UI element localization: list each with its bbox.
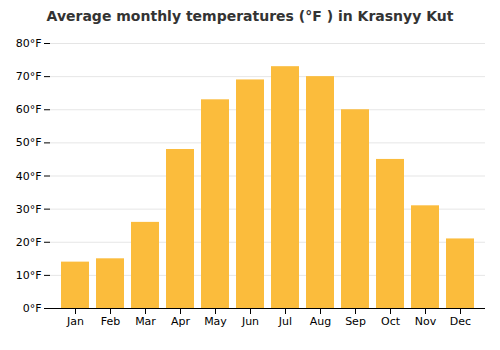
svg-text:Dec: Dec <box>450 315 471 328</box>
svg-text:60°F: 60°F <box>16 103 42 116</box>
svg-text:Apr: Apr <box>171 315 191 328</box>
svg-text:40°F: 40°F <box>16 170 42 183</box>
svg-text:30°F: 30°F <box>16 203 42 216</box>
html-text:Average monthly temperatures (: Average monthly temperatures (°F ) in Kr… <box>46 8 454 24</box>
svg-text:10°F: 10°F <box>16 269 42 282</box>
svg-text:20°F: 20°F <box>16 236 42 249</box>
svg-text:Mar: Mar <box>135 315 156 328</box>
svg-text:Sep: Sep <box>345 315 366 328</box>
svg-text:Jun: Jun <box>241 315 259 328</box>
svg-text:80°F: 80°F <box>16 37 42 50</box>
svg-text:Nov: Nov <box>415 315 437 328</box>
svg-text:70°F: 70°F <box>16 70 42 83</box>
svg-text:0°F: 0°F <box>23 302 42 315</box>
svg-text:Oct: Oct <box>381 315 401 328</box>
svg-text:Jul: Jul <box>278 315 292 328</box>
svg-text:Jan: Jan <box>66 315 84 328</box>
svg-text:Aug: Aug <box>310 315 331 328</box>
svg-text:50°F: 50°F <box>16 136 42 149</box>
svg-text:Feb: Feb <box>101 315 120 328</box>
svg-text:May: May <box>204 315 227 328</box>
